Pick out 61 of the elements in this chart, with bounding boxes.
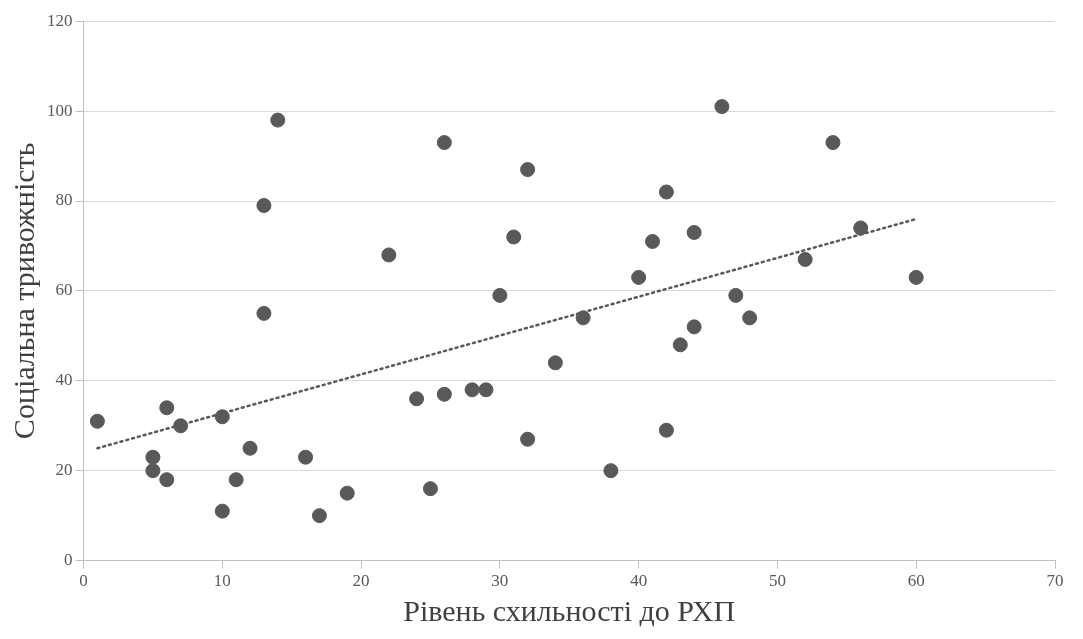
point	[728, 287, 744, 303]
point	[686, 319, 702, 335]
y-tick-label: 80	[55, 190, 73, 210]
point	[145, 463, 161, 479]
point	[478, 382, 494, 398]
point	[422, 481, 438, 497]
point	[825, 135, 841, 151]
point	[298, 449, 314, 465]
x-tick-label: 60	[907, 571, 925, 591]
x-tick-label: 40	[630, 571, 648, 591]
point	[270, 112, 286, 128]
point	[853, 220, 869, 236]
point	[742, 310, 758, 326]
point	[145, 449, 161, 465]
point	[603, 463, 619, 479]
point	[89, 413, 105, 429]
point	[658, 422, 674, 438]
point	[409, 391, 425, 407]
point	[506, 229, 522, 245]
point	[908, 269, 924, 285]
point	[714, 99, 730, 115]
point	[339, 485, 355, 501]
point	[173, 418, 189, 434]
point	[256, 305, 272, 321]
x-tick-label: 20	[352, 571, 370, 591]
y-tick-label: 0	[64, 550, 73, 570]
y-tick-label: 40	[55, 370, 73, 390]
point	[658, 184, 674, 200]
point	[256, 198, 272, 213]
point	[228, 472, 244, 488]
point	[575, 310, 591, 326]
point	[311, 508, 327, 524]
y-tick-label: 60	[55, 280, 73, 300]
x-axis-title: Рівень схильності до РХП	[403, 593, 736, 627]
x-tick-label: 70	[1046, 571, 1064, 591]
x-tick-label: 30	[491, 571, 509, 591]
point	[214, 503, 230, 519]
point	[631, 269, 647, 285]
y-tick-label: 100	[47, 100, 73, 120]
point	[797, 251, 813, 267]
point	[242, 440, 258, 456]
y-tick-label: 120	[47, 10, 73, 30]
x-tick-label: 10	[213, 571, 231, 591]
x-tick-label: 50	[768, 571, 786, 591]
point	[159, 472, 175, 488]
point	[547, 355, 563, 371]
y-axis-title: Соціальна тривожність	[6, 142, 40, 440]
point	[520, 431, 536, 447]
point	[436, 135, 452, 151]
point	[645, 233, 661, 249]
point	[520, 162, 536, 178]
point	[381, 247, 397, 263]
x-tick-label: 0	[79, 571, 88, 591]
point	[464, 382, 480, 398]
point	[492, 287, 508, 303]
point	[686, 224, 702, 240]
point	[436, 386, 452, 402]
point	[214, 409, 230, 425]
y-tick-label: 20	[55, 460, 73, 480]
point	[159, 400, 175, 416]
point	[672, 337, 688, 353]
